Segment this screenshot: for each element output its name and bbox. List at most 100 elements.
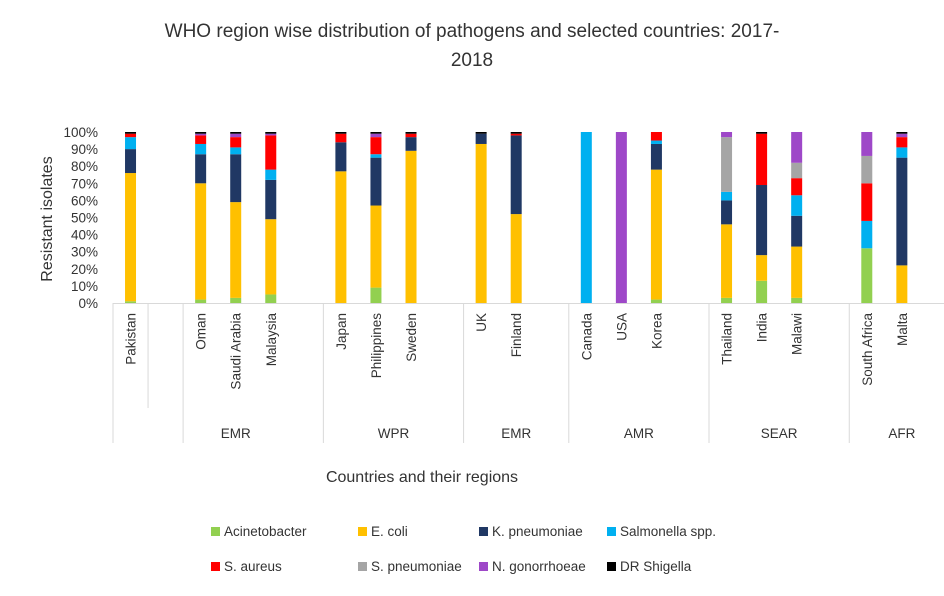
bar-usa-n-gonorrhoeae — [615, 132, 627, 303]
legend-swatch-k-pneumoniae — [479, 527, 488, 536]
bar-malaysia-k-pneumoniae — [265, 179, 277, 220]
x-axis-title: Countries and their regions — [326, 469, 518, 486]
group-label-3: EMR — [501, 426, 531, 441]
y-tick-label-9: 90% — [71, 142, 98, 157]
bar-malaysia-dr-shigella — [265, 132, 277, 134]
bar-oman-salmonella-spp — [195, 143, 207, 155]
bar-thailand-n-gonorrhoeae — [721, 132, 733, 138]
bar-finland-k-pneumoniae — [510, 135, 522, 215]
category-label-philippines: Philippines — [369, 313, 384, 379]
group-label-1: EMR — [221, 426, 251, 441]
bar-japan-s-aureus — [335, 133, 347, 143]
bar-sweden-k-pneumoniae — [405, 137, 417, 151]
legend-label-s-pneumoniae: S. pneumoniae — [371, 559, 462, 574]
bar-india-acinetobacter — [756, 280, 768, 303]
bar-philippines-n-gonorrhoeae — [370, 133, 382, 138]
bar-uk-e-coli — [475, 143, 487, 303]
bar-malta-n-gonorrhoeae — [896, 133, 908, 138]
bar-philippines-k-pneumoniae — [370, 157, 382, 206]
bar-india-s-aureus — [756, 133, 768, 186]
y-tick-label-6: 60% — [71, 193, 98, 208]
category-label-sweden: Sweden — [404, 313, 419, 362]
bar-india-dr-shigella — [756, 132, 768, 134]
chart-title: WHO region wise distribution of pathogen… — [165, 21, 780, 71]
category-axis: EMR WPR EMR AMR SEAR AFR Pakistan Oman Saudi Ara… — [112, 303, 944, 443]
legend-label-acinetobacter: Acinetobacter — [224, 524, 307, 539]
category-label-korea: Korea — [649, 313, 664, 350]
bar-malta-k-pneumoniae — [896, 157, 908, 266]
category-label-oman: Oman — [194, 313, 209, 350]
category-label-pakistan: Pakistan — [124, 313, 139, 365]
bar-korea-k-pneumoniae — [650, 143, 662, 170]
bar-malawi-s-pneumoniae — [791, 162, 803, 179]
bar-thailand-k-pneumoniae — [721, 200, 733, 225]
category-label-thailand: Thailand — [720, 313, 735, 365]
bar-south-africa-s-aureus — [861, 183, 873, 221]
legend-label-dr-shigella: DR Shigella — [620, 559, 692, 574]
bar-uk-k-pneumoniae — [475, 133, 487, 144]
legend: Acinetobacter E. coli K. pneumoniae Salmone… — [211, 524, 716, 574]
bar-malta-e-coli — [896, 265, 908, 303]
bar-oman-k-pneumoniae — [195, 154, 207, 184]
y-tick-label-4: 40% — [71, 228, 98, 243]
legend-swatch-s-aureus — [211, 562, 220, 571]
bar-malawi-e-coli — [791, 246, 803, 298]
bar-pakistan-salmonella-spp — [125, 137, 137, 150]
bar-pakistan-k-pneumoniae — [125, 149, 137, 174]
y-axis-ticks: 0% 10% 20% 30% 40% 50% 60% 70% 80% 90% 100% — [63, 125, 98, 311]
bar-sweden-s-aureus — [405, 133, 417, 138]
legend-label-n-gonorrhoeae: N. gonorrhoeae — [492, 559, 586, 574]
bar-saudi-arabia-acinetobacter — [230, 297, 242, 303]
bar-korea-e-coli — [650, 169, 662, 300]
bar-thailand-salmonella-spp — [721, 191, 733, 201]
bar-malaysia-n-gonorrhoeae — [265, 133, 277, 136]
bar-pakistan-dr-shigella — [125, 132, 137, 134]
bar-philippines-dr-shigella — [370, 132, 382, 134]
bar-philippines-s-aureus — [370, 137, 382, 155]
category-label-canada: Canada — [579, 313, 594, 361]
bar-philippines-acinetobacter — [370, 287, 382, 303]
bar-malta-dr-shigella — [896, 132, 908, 134]
bar-japan-k-pneumoniae — [335, 142, 347, 172]
bar-malaysia-s-aureus — [265, 135, 277, 170]
y-tick-label-0: 0% — [78, 296, 98, 311]
bar-south-africa-acinetobacter — [861, 248, 873, 303]
bar-malta-s-aureus — [896, 137, 908, 148]
group-label-4: AMR — [624, 426, 654, 441]
legend-label-salmonella-spp: Salmonella spp. — [620, 524, 716, 539]
bar-canada-salmonella-spp — [580, 132, 592, 303]
legend-swatch-s-pneumoniae — [358, 562, 367, 571]
bar-thailand-e-coli — [721, 224, 733, 298]
legend-swatch-salmonella-spp — [607, 527, 616, 536]
y-axis-title: Resistant isolates — [39, 156, 56, 281]
bar-saudi-arabia-e-coli — [230, 202, 242, 298]
bar-pakistan-e-coli — [125, 173, 137, 302]
bar-korea-acinetobacter — [650, 299, 662, 303]
category-label-malta: Malta — [895, 313, 910, 347]
bar-malawi-acinetobacter — [791, 297, 803, 303]
bar-finland-e-coli — [510, 214, 522, 303]
bar-philippines-e-coli — [370, 205, 382, 288]
bar-thailand-acinetobacter — [721, 297, 733, 303]
legend-swatch-n-gonorrhoeae — [479, 562, 488, 571]
y-tick-label-10: 100% — [63, 125, 98, 140]
bar-south-africa-n-gonorrhoeae — [861, 132, 873, 156]
bar-malawi-s-aureus — [791, 178, 803, 196]
bar-sweden-e-coli — [405, 150, 417, 303]
legend-label-s-aureus: S. aureus — [224, 559, 282, 574]
bar-india-e-coli — [756, 255, 768, 281]
bar-malaysia-acinetobacter — [265, 294, 277, 303]
bar-oman-s-aureus — [195, 135, 207, 144]
y-tick-label-5: 50% — [71, 211, 98, 226]
bar-malta-salmonella-spp — [896, 147, 908, 158]
bar-india-k-pneumoniae — [756, 185, 768, 256]
bar-malaysia-salmonella-spp — [265, 169, 277, 180]
bar-oman-dr-shigella — [195, 132, 207, 134]
bar-finland-dr-shigella — [510, 132, 522, 134]
bar-philippines-salmonella-spp — [370, 154, 382, 158]
category-label-uk: UK — [474, 313, 489, 332]
bar-saudi-arabia-salmonella-spp — [230, 147, 242, 155]
y-tick-label-1: 10% — [71, 279, 98, 294]
bar-pakistan-acinetobacter — [125, 301, 137, 303]
